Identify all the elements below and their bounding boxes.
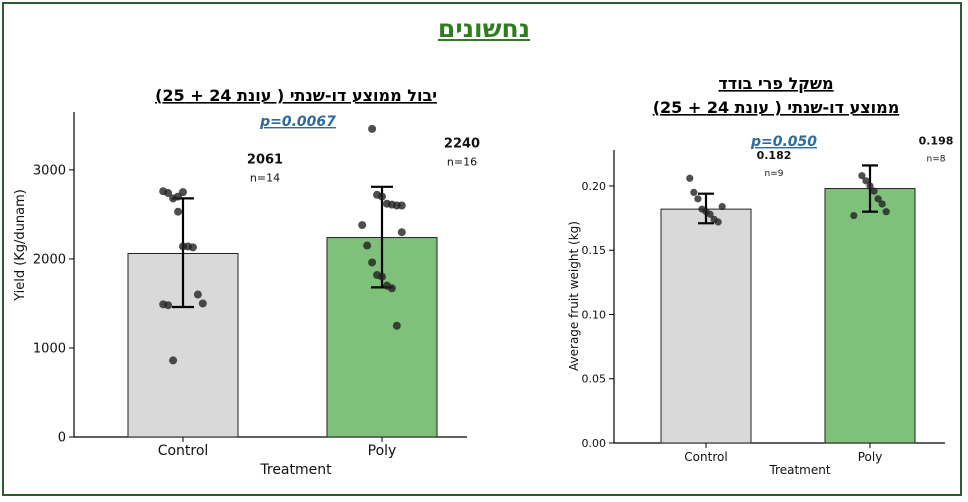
y-tick-label: 0.20 (582, 180, 607, 193)
value-label: 0.198 (919, 135, 954, 148)
y-tick-label: 3000 (33, 163, 66, 178)
data-point (378, 272, 386, 281)
p-value-annotation: p=0.050 (750, 134, 817, 150)
y-tick-label: 2000 (33, 252, 66, 267)
x-tick-label: Control (684, 450, 727, 464)
data-point (164, 301, 173, 310)
n-label: n=16 (447, 156, 477, 169)
n-label: n=8 (927, 155, 946, 165)
data-point (368, 258, 377, 267)
x-tick-label: Poly (858, 450, 883, 464)
bar-poly (824, 188, 916, 444)
data-point (174, 207, 183, 216)
x-tick-label: Control (158, 443, 209, 459)
data-point (179, 188, 187, 197)
value-label: 0.182 (757, 149, 792, 162)
chart-title: יבול ממוצע דו-שנתי ( עונת 24 + 25) (155, 86, 437, 105)
data-point (718, 202, 726, 211)
data-point (188, 243, 197, 252)
value-label: 2061 (247, 152, 283, 167)
data-point (870, 187, 878, 195)
data-point (358, 221, 367, 230)
x-tick-label: Poly (368, 443, 397, 459)
y-tick-label: 1000 (33, 342, 66, 357)
data-point (850, 211, 858, 220)
data-point (686, 174, 694, 182)
data-point (878, 200, 886, 208)
value-label: 2240 (444, 137, 480, 152)
chart-title: משקל פרי בודד (718, 74, 833, 93)
y-tick-label: 0.05 (582, 373, 607, 386)
y-tick-label: 0 (58, 431, 66, 446)
data-point (866, 182, 874, 190)
data-point (714, 218, 722, 226)
y-axis-label: Yield (Kg/dunam) (13, 189, 28, 302)
page-title: נחשונים (437, 14, 531, 43)
data-point (882, 208, 890, 216)
data-point (392, 321, 401, 330)
yield-chart: יבול ממוצע דו-שנתי ( עונת 24 + 25) p=0.0… (13, 86, 480, 478)
chart-subtitle: ממוצע דו-שנתי ( עונת 24 + 25) (653, 98, 900, 117)
data-point (694, 195, 702, 203)
data-point (164, 189, 173, 198)
bar-control (660, 208, 752, 444)
data-point (397, 201, 406, 210)
data-point (169, 356, 178, 365)
data-point (874, 195, 882, 203)
y-tick-label: 0.10 (582, 308, 607, 321)
data-point (193, 290, 202, 299)
data-point (378, 192, 386, 201)
n-label: n=9 (765, 169, 784, 179)
y-tick-label: 0.00 (582, 437, 607, 450)
n-label: n=14 (250, 171, 280, 184)
x-axis-label: Treatment (768, 463, 830, 477)
data-point (387, 284, 396, 293)
data-point (363, 241, 372, 250)
x-axis-label: Treatment (259, 462, 332, 478)
data-point (858, 172, 866, 180)
data-point (706, 210, 714, 218)
data-point (397, 228, 406, 237)
data-point (690, 188, 698, 197)
data-point (368, 124, 377, 133)
data-point (862, 177, 870, 185)
fruit-weight-chart: משקל פרי בודד ממוצע דו-שנתי ( עונת 24 + … (567, 74, 953, 477)
y-tick-label: 0.15 (582, 244, 607, 257)
data-point (198, 299, 207, 308)
p-value-annotation: p=0.0067 (259, 114, 336, 130)
y-axis-label: Average fruit weight (kg) (567, 221, 581, 371)
